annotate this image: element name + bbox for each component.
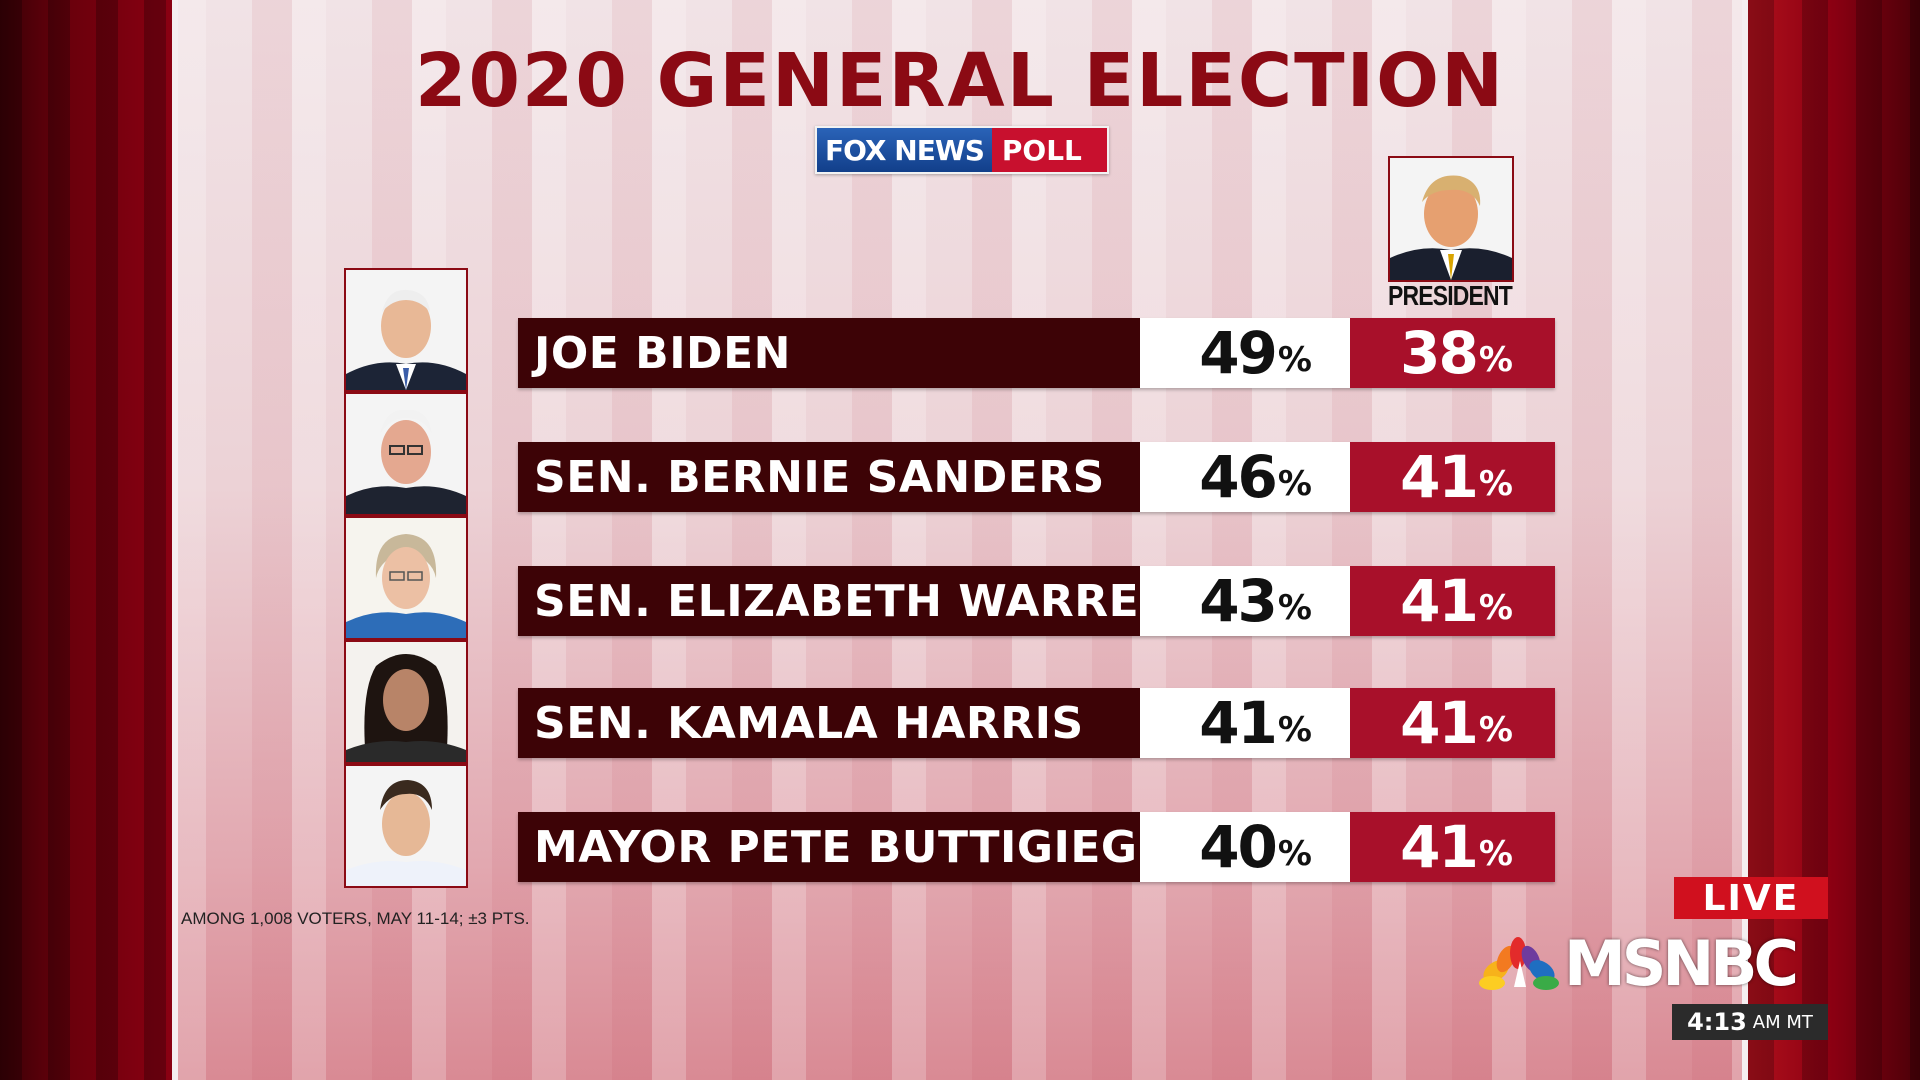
poll-row: SEN. KAMALA HARRIS 41% 41%: [518, 688, 1555, 758]
percent-sign: %: [1478, 340, 1513, 380]
trump-value: 41: [1400, 443, 1479, 511]
biden-photo: [344, 268, 468, 392]
percent-sign: %: [1277, 340, 1312, 380]
time-zone: AM MT: [1752, 1011, 1813, 1033]
graphic-title: 2020 GENERAL ELECTION: [414, 38, 1506, 124]
time-display: 4:13 AM MT: [1672, 1004, 1828, 1040]
trump-percent: 41%: [1350, 688, 1555, 758]
candidate-percent: 46%: [1140, 442, 1350, 512]
poll-label: POLL: [991, 128, 1107, 172]
fox-news-logo: FOX NEWS: [817, 128, 992, 172]
msnbc-wordmark: MSNBC: [1564, 926, 1799, 1000]
candidate-percent: 49%: [1140, 318, 1350, 388]
candidate-name: SEN. ELIZABETH WARREN: [518, 566, 1176, 636]
trump-value: 41: [1400, 567, 1479, 635]
sanders-photo: [344, 392, 468, 516]
candidate-name: SEN. BERNIE SANDERS: [518, 442, 1140, 512]
poll-footnote: AMONG 1,008 VOTERS, MAY 11-14; ±3 PTS.: [181, 909, 530, 928]
msnbc-logo: MSNBC: [1476, 926, 1836, 1000]
candidate-name: MAYOR PETE BUTTIGIEG: [518, 812, 1140, 882]
poll-row: SEN. BERNIE SANDERS 46% 41%: [518, 442, 1555, 512]
trump-percent: 41%: [1350, 566, 1555, 636]
poll-row: SEN. ELIZABETH WARREN 43% 41%: [518, 566, 1555, 636]
percent-sign: %: [1277, 834, 1312, 874]
trump-photo: [1388, 156, 1514, 282]
percent-sign: %: [1277, 710, 1312, 750]
candidate-name: JOE BIDEN: [518, 318, 1140, 388]
trump-percent: 41%: [1350, 812, 1555, 882]
trump-percent: 38%: [1350, 318, 1555, 388]
peacock-icon: [1476, 935, 1564, 991]
warren-photo: [344, 516, 468, 640]
panel-border-left: [172, 0, 178, 1080]
trump-value: 41: [1400, 813, 1479, 881]
trump-value: 41: [1400, 689, 1479, 757]
poll-row: JOE BIDEN 49% 38%: [518, 318, 1555, 388]
trump-value: 38: [1400, 319, 1479, 387]
candidate-value: 41: [1199, 689, 1278, 757]
percent-sign: %: [1478, 464, 1513, 504]
candidate-value: 49: [1199, 319, 1278, 387]
trump-percent: 41%: [1350, 442, 1555, 512]
percent-sign: %: [1277, 588, 1312, 628]
candidate-value: 43: [1199, 567, 1278, 635]
candidate-value: 40: [1199, 813, 1278, 881]
live-badge: LIVE: [1674, 877, 1828, 919]
percent-sign: %: [1478, 834, 1513, 874]
left-curtain-background: [0, 0, 172, 1080]
candidate-percent: 43%: [1140, 566, 1350, 636]
candidate-name: SEN. KAMALA HARRIS: [518, 688, 1140, 758]
fox-news-poll-badge: FOX NEWS POLL: [815, 126, 1109, 174]
candidate-percent: 41%: [1140, 688, 1350, 758]
candidate-value: 46: [1199, 443, 1278, 511]
percent-sign: %: [1277, 464, 1312, 504]
candidate-percent: 40%: [1140, 812, 1350, 882]
poll-row: MAYOR PETE BUTTIGIEG 40% 41%: [518, 812, 1555, 882]
percent-sign: %: [1478, 588, 1513, 628]
harris-photo: [344, 640, 468, 764]
percent-sign: %: [1478, 710, 1513, 750]
panel-border-right: [1742, 0, 1748, 1080]
time-value: 4:13: [1687, 1008, 1747, 1036]
buttigieg-photo: [344, 764, 468, 888]
